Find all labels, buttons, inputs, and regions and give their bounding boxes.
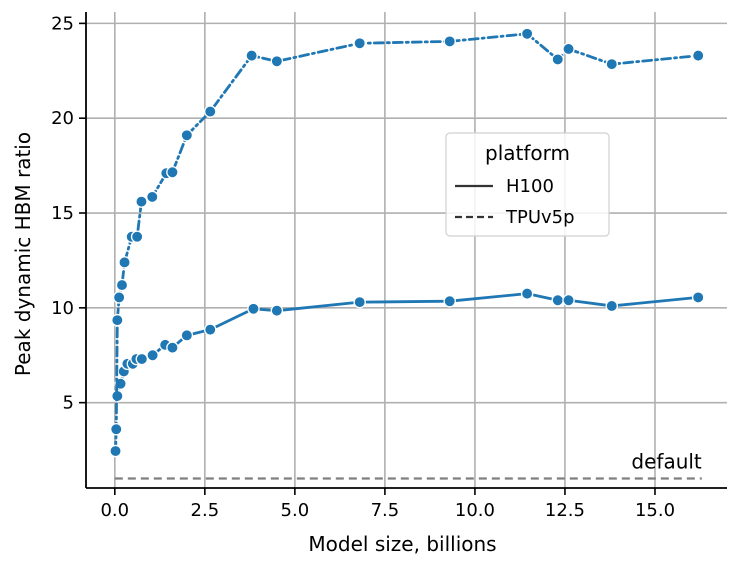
data-point: [353, 37, 366, 50]
data-point: [135, 195, 148, 208]
data-point: [166, 341, 179, 354]
data-point: [245, 49, 258, 62]
data-point: [353, 295, 366, 309]
data-point: [146, 190, 159, 204]
series-line-tpuv5p: [114, 32, 700, 453]
data-point: [520, 27, 534, 41]
legend-frame: [445, 132, 610, 237]
y-tick-label: 25: [51, 13, 74, 34]
data-point: [443, 294, 456, 308]
x-tick-label: 12.5: [545, 500, 585, 521]
legend: platform H100 TPUv5p: [445, 132, 610, 237]
y-tick-label: 10: [51, 298, 74, 319]
data-point: [691, 291, 705, 304]
data-point: [112, 291, 126, 304]
data-point: [146, 349, 159, 362]
data-point: [691, 49, 705, 62]
y-axis-label: Peak dynamic HBM ratio: [11, 132, 35, 376]
data-point: [118, 256, 131, 269]
data-point: [520, 287, 534, 300]
data-point: [109, 422, 123, 436]
data-point: [270, 55, 284, 68]
data-point: [166, 165, 179, 179]
x-tick-label: 0.0: [100, 500, 129, 521]
data-point: [135, 352, 149, 366]
data-point: [180, 129, 194, 142]
x-tick-label: 15.0: [635, 500, 675, 521]
data-point: [562, 42, 575, 56]
reference-line-group: default: [114, 450, 702, 480]
data-point: [115, 278, 129, 292]
data-point: [562, 294, 575, 307]
data-point: [443, 35, 456, 48]
data-point: [247, 302, 260, 316]
legend-label-tpuv5p: TPUv5p: [505, 207, 575, 228]
data-point: [111, 313, 124, 327]
axes: 0.0 2.5 5.0 7.5 10.0 12.5 15.0 5 10 15 20 25: [51, 12, 727, 521]
data-point: [551, 294, 564, 307]
legend-label-h100: H100: [506, 176, 554, 197]
data-point: [109, 444, 122, 458]
data-point: [605, 57, 619, 71]
legend-title: platform: [485, 141, 570, 165]
default-annotation: default: [631, 450, 702, 474]
series-group: [109, 27, 705, 458]
x-tick-label: 10.0: [455, 500, 495, 521]
data-point: [551, 53, 564, 66]
grid: [86, 12, 727, 488]
series-tpuv5p: [109, 27, 705, 458]
axis-labels: Model size, billions Peak dynamic HBM rat…: [11, 132, 497, 556]
y-tick-label: 5: [63, 393, 74, 414]
y-tick-label: 20: [51, 108, 74, 129]
x-tick-label: 5.0: [281, 500, 310, 521]
x-tick-label: 2.5: [191, 500, 220, 521]
y-tick-label: 15: [51, 203, 74, 224]
data-point: [203, 105, 217, 118]
data-point: [270, 304, 284, 317]
series-h100: [111, 287, 705, 403]
data-point: [203, 323, 217, 336]
data-point: [605, 299, 619, 313]
x-axis-label: Model size, billions: [308, 532, 496, 556]
data-point: [180, 329, 194, 342]
x-tick-label: 7.5: [371, 500, 400, 521]
data-point: [130, 230, 144, 243]
